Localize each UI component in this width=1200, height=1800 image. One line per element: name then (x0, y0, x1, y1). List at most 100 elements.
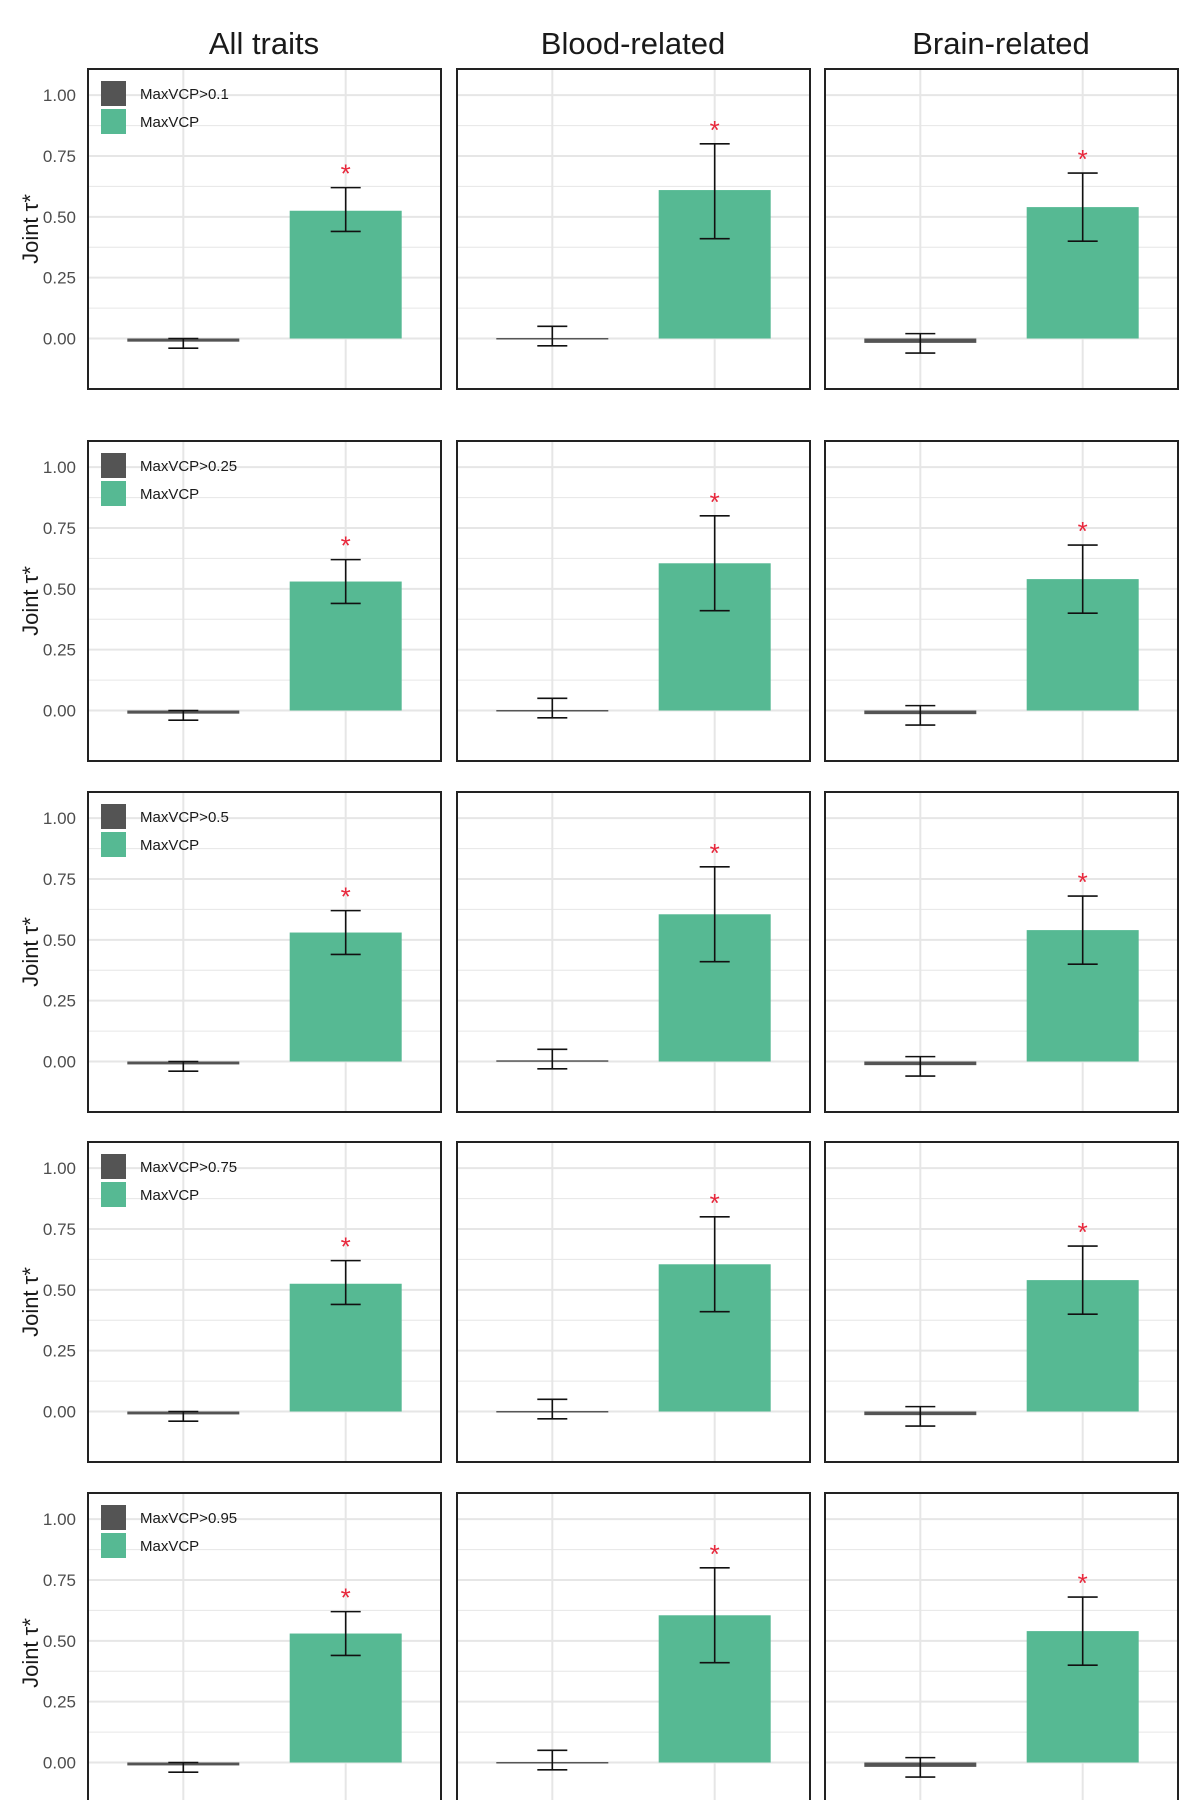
error-bar (905, 1405, 936, 1427)
legend-label-maxvcp: MaxVCP (140, 114, 199, 131)
legend-swatch-threshold (101, 804, 126, 829)
error-bar (330, 558, 361, 605)
panel-4-2: * (456, 1141, 811, 1463)
panel-3-2: * (456, 791, 811, 1113)
panel-border (456, 68, 811, 390)
y-tick-label: 0.75 (43, 870, 76, 889)
legend-label-threshold: MaxVCP>0.1 (140, 86, 229, 103)
error-bar (905, 1055, 936, 1077)
y-axis-title: Joint τ* (18, 1618, 43, 1688)
panel-border (87, 791, 442, 1113)
y-tick-label: 0.00 (43, 1053, 76, 1072)
error-bar (699, 143, 730, 240)
panel-5-2: * (456, 1492, 811, 1800)
significance-star: * (341, 1583, 351, 1613)
column-title-brain-related: Brain-related (912, 26, 1089, 61)
panel-2-2: * (456, 440, 811, 762)
error-bar (905, 704, 936, 726)
y-tick-label: 0.00 (43, 1754, 76, 1773)
panel-border (87, 68, 442, 390)
y-tick-label: 0.75 (43, 1571, 76, 1590)
facet-row-3: Joint τ* 0.00 0.25 0.50 0.75 1.00 * MaxVCP>0.5M… (18, 791, 1179, 1113)
error-bar (699, 866, 730, 963)
error-bar (168, 1761, 199, 1774)
error-bar (168, 1060, 199, 1073)
facet-row-4: Joint τ* 0.00 0.25 0.50 0.75 1.00 * MaxVCP>0.75… (18, 1141, 1179, 1463)
error-bar (1067, 895, 1098, 965)
significance-star: * (341, 882, 351, 912)
legend-label-maxvcp: MaxVCP (140, 1187, 199, 1204)
panel-4-1: * MaxVCP>0.75 MaxVCP (87, 1141, 442, 1463)
panel-5-3: * (824, 1492, 1179, 1800)
panel-border (87, 1141, 442, 1463)
legend-label-maxvcp: MaxVCP (140, 837, 199, 854)
error-bar (905, 1756, 936, 1778)
panel-5-1: * MaxVCP>0.95 MaxVCP (87, 1492, 442, 1800)
panel-border (824, 440, 1179, 762)
y-tick-label: 1.00 (43, 458, 76, 477)
significance-star: * (341, 531, 351, 561)
panel-1-2: * (456, 68, 811, 390)
panel-border (456, 1141, 811, 1463)
legend: MaxVCP>0.75 MaxVCP (101, 1154, 237, 1207)
y-axis-title: Joint τ* (18, 194, 43, 264)
panel-border (824, 68, 1179, 390)
error-bar (1067, 1596, 1098, 1666)
error-bar (168, 1410, 199, 1423)
legend: MaxVCP>0.25 MaxVCP (101, 453, 237, 506)
panel-border (456, 440, 811, 762)
y-tick-label: 1.00 (43, 809, 76, 828)
facet-row-5: Joint τ* 0.00 0.25 0.50 0.75 1.00 * MaxVCP>0.95… (18, 1492, 1179, 1800)
y-tick-label: 0.00 (43, 330, 76, 349)
y-tick-label: 0.50 (43, 931, 76, 950)
legend: MaxVCP>0.95 MaxVCP (101, 1505, 237, 1558)
error-bar (1067, 544, 1098, 614)
legend: MaxVCP>0.5 MaxVCP (101, 804, 229, 857)
error-bar (537, 1048, 568, 1070)
legend-label-maxvcp: MaxVCP (140, 486, 199, 503)
y-tick-label: 0.50 (43, 580, 76, 599)
y-tick-label: 0.25 (43, 1693, 76, 1712)
significance-star: * (341, 1232, 351, 1262)
panel-border (87, 440, 442, 762)
legend-swatch-threshold (101, 81, 126, 106)
legend: MaxVCP>0.1 MaxVCP (101, 81, 229, 134)
legend-swatch-threshold (101, 453, 126, 478)
significance-star: * (1078, 516, 1088, 546)
y-tick-label: 1.00 (43, 86, 76, 105)
column-titles: All traits Blood-related Brain-related (209, 26, 1090, 61)
y-tick-label: 0.25 (43, 269, 76, 288)
panel-border (824, 1141, 1179, 1463)
y-tick-label: 0.75 (43, 1220, 76, 1239)
y-tick-label: 0.00 (43, 702, 76, 721)
error-bar (330, 909, 361, 956)
error-bar (1067, 1245, 1098, 1315)
panel-border (824, 791, 1179, 1113)
y-tick-label: 1.00 (43, 1159, 76, 1178)
legend-swatch-maxvcp (101, 481, 126, 506)
y-axis-title: Joint τ* (18, 1267, 43, 1337)
legend-swatch-threshold (101, 1154, 126, 1179)
panel-border (456, 791, 811, 1113)
significance-star: * (710, 838, 720, 868)
y-axis-title: Joint τ* (18, 566, 43, 636)
column-title-blood-related: Blood-related (541, 26, 725, 61)
y-tick-label: 0.50 (43, 208, 76, 227)
y-tick-label: 0.25 (43, 992, 76, 1011)
error-bar (168, 337, 199, 350)
panel-1-1: * MaxVCP>0.1 MaxVCP (87, 68, 442, 390)
panel-3-3: * (824, 791, 1179, 1113)
y-tick-label: 0.25 (43, 641, 76, 660)
legend-swatch-maxvcp (101, 1533, 126, 1558)
legend-label-maxvcp: MaxVCP (140, 1538, 199, 1555)
significance-star: * (710, 115, 720, 145)
panel-2-3: * (824, 440, 1179, 762)
y-axis-title: Joint τ* (18, 917, 43, 987)
column-title-all-traits: All traits (209, 26, 319, 61)
significance-star: * (1078, 1568, 1088, 1598)
significance-star: * (341, 159, 351, 189)
significance-star: * (710, 487, 720, 517)
error-bar (905, 332, 936, 354)
error-bar (330, 186, 361, 233)
